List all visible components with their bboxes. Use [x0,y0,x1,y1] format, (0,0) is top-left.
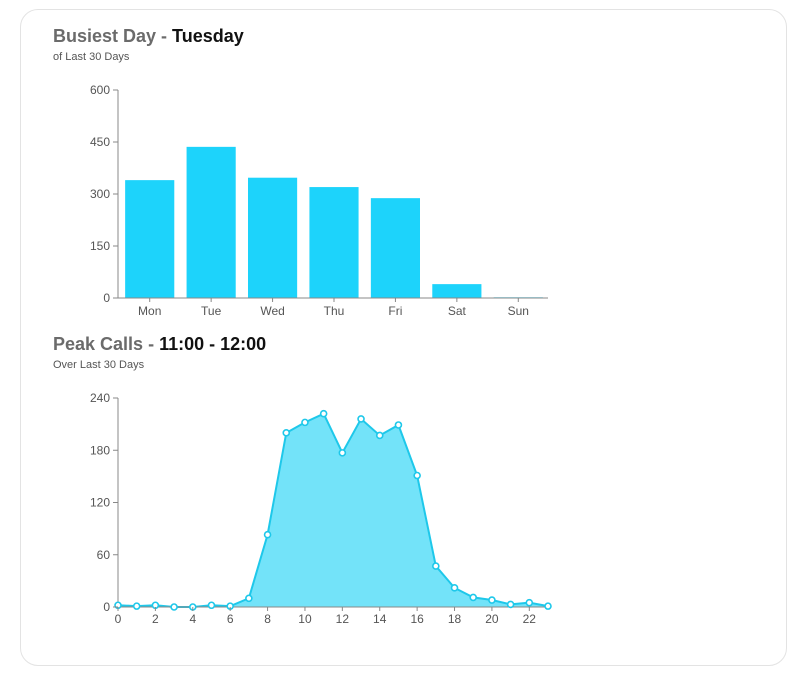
peak-calls-title-prefix: Peak Calls - [53,334,160,354]
busiest-day-subtitle: of Last 30 Days [53,51,130,63]
area-x-tick-label: 8 [264,612,271,626]
area-x-tick-label: 16 [410,612,424,626]
area-y-tick-label: 0 [103,600,110,614]
area-point-15 [394,421,403,429]
bar-x-tick-label: Thu [324,304,345,318]
bar-y-tick-label: 450 [90,135,110,149]
area-point-22 [525,598,534,607]
area-x-tick-label: 10 [298,612,312,626]
area-point-19 [469,593,478,602]
area-point-5 [207,601,216,610]
area-point-16 [413,471,421,480]
bar-y-tick-label: 300 [90,187,110,201]
bar-wed [248,177,298,298]
peak-calls-area-chart: 0 60 120 180 240 0 2 4 6 8 10 12 14 16 18 20 22 [90,391,552,626]
bar-mon [125,180,175,298]
area-x-tick-label: 2 [152,612,159,626]
area-y-tick-label: 180 [90,443,110,457]
area-point-7 [245,594,253,603]
area-y-tick-label: 60 [97,548,111,562]
area-point-23 [544,602,552,610]
area-point-11 [319,409,328,418]
area-point-12 [338,449,347,457]
area-point-9 [282,429,291,437]
area-x-tick-label: 14 [373,612,387,626]
area-point-20 [488,596,496,604]
bar-y-tick-label: 0 [103,291,110,305]
bar-tue [186,146,236,298]
area-point-10 [301,418,309,427]
peak-calls-value: 11:00 - 12:00 [159,334,267,354]
busiest-day-value: Tuesday [172,26,244,46]
area-x-tick-label: 22 [523,612,537,626]
area-x-tick-label: 4 [189,612,196,626]
area-y-tick-label: 240 [90,391,110,405]
bar-y-tick-label: 600 [90,83,110,97]
area-fill [118,413,548,607]
area-point-3 [170,603,178,611]
bar-y-tick-label: 150 [90,239,110,253]
busiest-day-title: Busiest Day - Tuesday [53,26,244,47]
bar-x-tick-label: Sat [448,304,467,318]
area-point-1 [132,602,141,610]
peak-calls-title: Peak Calls - 11:00 - 12:00 [53,334,266,355]
area-x-tick-label: 18 [448,612,462,626]
bar-x-tick-label: Tue [201,304,222,318]
area-point-17 [432,562,440,570]
area-x-tick-label: 0 [115,612,122,626]
area-y-tick-label: 120 [90,496,110,510]
busiest-day-bar-chart: 0 150 300 450 600 Mon Tue Wed Thu Fri Sat Sun [90,83,548,318]
area-point-21 [506,600,515,609]
area-point-18 [450,584,459,592]
bar-fri [370,198,420,298]
area-point-13 [357,415,365,423]
bar-x-tick-label: Wed [260,304,284,318]
area-x-tick-label: 12 [336,612,350,626]
bar-x-tick-label: Sun [508,304,529,318]
bar-x-tick-label: Mon [138,304,161,318]
bar-x-tick-label: Fri [388,304,402,318]
bar-thu [309,187,359,298]
busiest-day-title-prefix: Busiest Day - [53,26,173,46]
area-x-tick-label: 6 [227,612,234,626]
area-point-8 [263,530,272,539]
area-point-14 [375,431,384,440]
area-x-tick-label: 20 [485,612,499,626]
bar-sat [432,284,482,298]
peak-calls-subtitle: Over Last 30 Days [53,359,145,371]
